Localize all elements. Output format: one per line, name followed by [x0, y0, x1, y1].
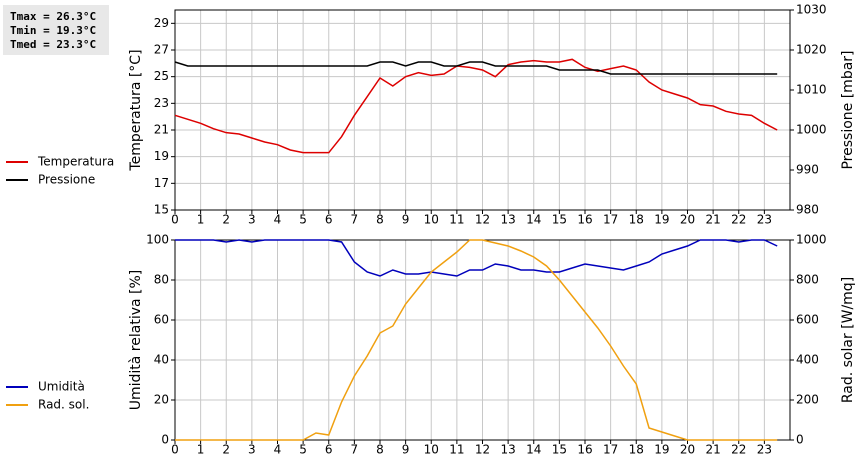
x-tick-label: 2 [222, 213, 230, 227]
y-tick-label: 100 [146, 233, 169, 247]
annotation: Tmin = 19.3°C [10, 24, 96, 37]
x-tick-label: 11 [449, 443, 464, 457]
y-axis-label: Temperatura [°C] [128, 49, 144, 171]
x-tick-label: 0 [171, 213, 179, 227]
x-tick-label: 19 [654, 213, 669, 227]
x-tick-label: 15 [552, 443, 567, 457]
x-tick-label: 18 [629, 213, 644, 227]
y2-tick-label: 1010 [796, 83, 827, 97]
y2-tick-label: 980 [796, 203, 819, 217]
y-tick-label: 15 [154, 203, 169, 217]
stats-box [3, 5, 109, 55]
y-tick-label: 21 [154, 123, 169, 137]
annotation: Tmax = 26.3°C [10, 10, 96, 23]
x-tick-label: 4 [274, 213, 282, 227]
x-tick-label: 7 [351, 213, 359, 227]
y-axis-label: Umidità relativa [%] [128, 270, 144, 411]
x-tick-label: 20 [680, 213, 695, 227]
plot-frame [174, 9, 791, 211]
y-tick-label: 20 [154, 393, 169, 407]
x-tick-label: 5 [299, 443, 307, 457]
x-tick-label: 1 [197, 443, 205, 457]
y2-tick-label: 1000 [796, 233, 827, 247]
y2-tick-label: 200 [796, 393, 819, 407]
x-tick-label: 23 [757, 213, 772, 227]
legend-label: Umidità [38, 380, 85, 394]
x-tick-label: 17 [603, 443, 618, 457]
y2-axis-label: Rad. solar [W/mq] [840, 277, 856, 403]
x-tick-label: 14 [526, 213, 541, 227]
legend-label: Temperatura [37, 155, 114, 169]
x-tick-label: 21 [705, 213, 720, 227]
x-tick-label: 10 [424, 443, 439, 457]
x-tick-label: 14 [526, 443, 541, 457]
y2-tick-label: 400 [796, 353, 819, 367]
y2-axis-label: Pressione [mbar] [840, 50, 856, 169]
y-tick-label: 80 [154, 273, 169, 287]
y2-tick-label: 1030 [796, 3, 827, 17]
x-tick-label: 1 [197, 213, 205, 227]
series-line [174, 58, 778, 154]
y-tick-label: 19 [154, 149, 169, 163]
y-tick-label: 23 [154, 96, 169, 110]
x-tick-label: 21 [705, 443, 720, 457]
x-tick-label: 17 [603, 213, 618, 227]
x-tick-label: 19 [654, 443, 669, 457]
x-tick-label: 13 [500, 213, 515, 227]
x-tick-label: 12 [475, 443, 490, 457]
x-tick-label: 20 [680, 443, 695, 457]
series-line [175, 239, 778, 441]
x-tick-label: 15 [552, 213, 567, 227]
x-tick-label: 8 [376, 213, 384, 227]
x-tick-label: 7 [351, 443, 359, 457]
y-tick-label: 0 [161, 433, 169, 447]
y2-tick-label: 600 [796, 313, 819, 327]
y-tick-label: 29 [154, 16, 169, 30]
x-tick-label: 18 [629, 443, 644, 457]
x-tick-label: 2 [222, 443, 230, 457]
series-line [174, 61, 778, 75]
x-tick-label: 16 [577, 443, 592, 457]
y-tick-label: 17 [154, 176, 169, 190]
y2-tick-label: 990 [796, 163, 819, 177]
x-tick-label: 23 [757, 443, 772, 457]
y2-tick-label: 0 [796, 433, 804, 447]
legend-label: Rad. sol. [38, 398, 89, 412]
x-tick-label: 0 [171, 443, 179, 457]
x-tick-label: 6 [325, 213, 333, 227]
x-tick-label: 12 [475, 213, 490, 227]
x-tick-label: 6 [325, 443, 333, 457]
x-tick-label: 16 [577, 213, 592, 227]
y2-tick-label: 1020 [796, 43, 827, 57]
x-tick-label: 11 [449, 213, 464, 227]
x-tick-label: 9 [402, 213, 410, 227]
x-tick-label: 3 [248, 443, 256, 457]
series-line [175, 239, 778, 277]
x-tick-label: 4 [274, 443, 282, 457]
x-tick-label: 3 [248, 213, 256, 227]
x-tick-label: 22 [731, 213, 746, 227]
x-tick-label: 9 [402, 443, 410, 457]
y-tick-label: 25 [154, 69, 169, 83]
x-tick-label: 22 [731, 443, 746, 457]
x-tick-label: 5 [299, 213, 307, 227]
annotation: Tmed = 23.3°C [10, 38, 96, 51]
y2-tick-label: 800 [796, 273, 819, 287]
legend-label: Pressione [38, 173, 95, 187]
y2-tick-label: 1000 [796, 123, 827, 137]
y-tick-label: 40 [154, 353, 169, 367]
x-tick-label: 10 [424, 213, 439, 227]
x-tick-label: 8 [376, 443, 384, 457]
y-tick-label: 27 [154, 43, 169, 57]
x-tick-label: 13 [500, 443, 515, 457]
y-tick-label: 60 [154, 313, 169, 327]
